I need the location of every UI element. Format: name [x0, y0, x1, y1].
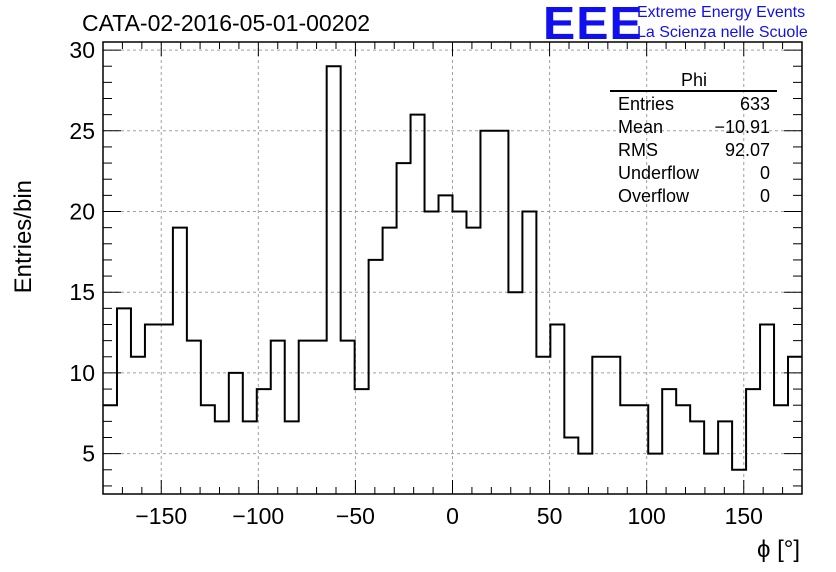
histogram-bin	[243, 421, 257, 494]
stats-label-overflow: Overflow	[618, 186, 690, 206]
stats-value-entries: 633	[740, 94, 770, 114]
histogram-bin	[397, 163, 411, 494]
org-name-line1: Extreme Energy Events	[637, 4, 806, 21]
histogram-bin	[215, 421, 229, 494]
stats-label-entries: Entries	[618, 94, 674, 114]
histogram-bin	[620, 405, 634, 494]
stats-box: Phi Entries 633 Mean −10.91 RMS 92.07 Un…	[610, 70, 777, 206]
y-axis-tick-labels: 5 10 15 20 25 30	[69, 37, 95, 467]
histogram-bin	[271, 341, 285, 494]
y-tick-label: 30	[69, 37, 95, 63]
histogram-bin	[676, 405, 690, 494]
histogram-bin	[760, 325, 774, 495]
x-axis-tick-labels: −150 −100 −50 0 50 100 150	[135, 503, 763, 529]
histogram-bin	[145, 325, 159, 495]
stats-box-title: Phi	[681, 70, 707, 90]
histogram-bin	[341, 341, 355, 494]
histogram-bin	[746, 389, 760, 494]
histogram-bin	[690, 421, 704, 494]
stats-value-underflow: 0	[760, 163, 770, 183]
histogram-bin	[159, 325, 173, 495]
histogram-bin	[117, 308, 131, 494]
histogram-bin	[313, 341, 327, 494]
y-axis-label: Entries/bin	[10, 180, 37, 293]
histogram-bin	[494, 131, 508, 494]
histogram-bin	[285, 421, 299, 494]
x-tick-label: 150	[725, 503, 763, 529]
histogram-bin	[425, 212, 439, 495]
histogram-bin	[564, 438, 578, 495]
stats-label-mean: Mean	[618, 117, 663, 137]
stats-value-mean: −10.91	[714, 117, 770, 137]
histogram-bin	[453, 212, 467, 495]
histogram-bin	[634, 405, 648, 494]
y-tick-label: 15	[69, 279, 95, 305]
histogram-bin	[718, 421, 732, 494]
histogram-bin	[327, 66, 341, 494]
org-name-line2: La Scienza nelle Scuole	[637, 24, 808, 41]
x-tick-label: −100	[232, 503, 284, 529]
y-tick-label: 25	[69, 118, 95, 144]
histogram-bin	[522, 212, 536, 495]
histogram-bin	[592, 357, 606, 494]
histogram-bin	[480, 131, 494, 494]
y-tick-label: 20	[69, 199, 95, 225]
stats-value-rms: 92.07	[725, 140, 770, 160]
histogram-bin	[257, 389, 271, 494]
histogram-bin	[578, 454, 592, 494]
histogram-bin	[131, 357, 145, 494]
y-tick-label: 5	[82, 441, 95, 467]
histogram-bin	[662, 389, 676, 494]
histogram-bin	[187, 341, 201, 494]
eee-logo: EEE	[543, 0, 643, 49]
stats-label-underflow: Underflow	[618, 163, 700, 183]
histogram-bin	[369, 260, 383, 494]
histogram-bin	[550, 325, 564, 495]
histogram-bin	[466, 228, 480, 494]
histogram-bin	[606, 357, 620, 494]
histogram-bin	[355, 389, 369, 494]
x-tick-label: −50	[336, 503, 375, 529]
chart-title: CATA-02-2016-05-01-00202	[82, 10, 371, 36]
histogram-bin	[383, 228, 397, 494]
x-tick-label: −150	[135, 503, 187, 529]
axis-ticks	[103, 42, 802, 494]
x-tick-label: 0	[446, 503, 459, 529]
histogram-bin	[648, 454, 662, 494]
histogram	[103, 65, 802, 495]
histogram-bin	[103, 405, 117, 494]
x-tick-label: 50	[537, 503, 563, 529]
histogram-bin	[201, 405, 215, 494]
histogram-bin	[774, 405, 788, 494]
histogram-bin	[704, 454, 718, 494]
histogram-bin	[299, 341, 313, 494]
histogram-bin	[229, 373, 243, 494]
x-axis-label: ϕ [°]	[757, 536, 800, 563]
histogram-bin	[173, 228, 187, 494]
histogram-bin	[536, 357, 550, 494]
histogram-bin	[788, 357, 802, 494]
stats-label-rms: RMS	[618, 140, 658, 160]
histogram-bin	[411, 115, 425, 494]
histogram-bin	[508, 292, 522, 494]
x-tick-label: 100	[627, 503, 665, 529]
histogram-bin	[439, 195, 453, 494]
histogram-outline	[103, 65, 802, 471]
y-tick-label: 10	[69, 360, 95, 386]
stats-value-overflow: 0	[760, 186, 770, 206]
